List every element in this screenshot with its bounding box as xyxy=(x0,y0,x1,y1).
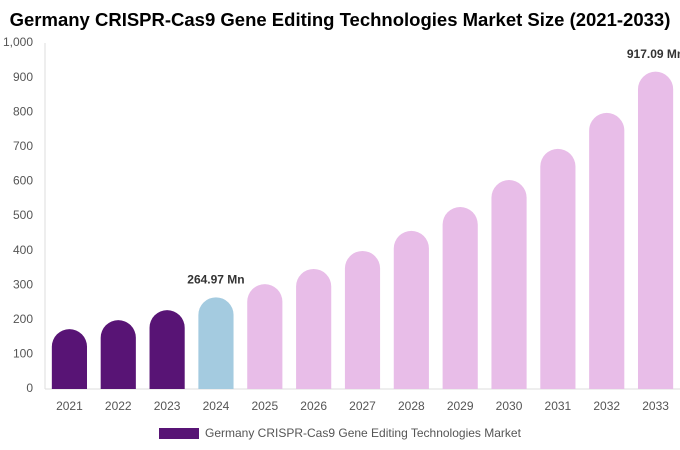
bar xyxy=(540,148,576,389)
x-tick-label: 2021 xyxy=(56,399,83,413)
x-tick-label: 2022 xyxy=(105,399,132,413)
bar xyxy=(247,284,283,389)
legend-swatch xyxy=(159,428,199,439)
bar xyxy=(149,310,185,389)
y-tick-label: 1,000 xyxy=(3,35,33,49)
y-tick-label: 400 xyxy=(13,243,33,257)
x-tick-label: 2029 xyxy=(447,399,474,413)
bar xyxy=(198,297,234,389)
bar xyxy=(442,207,478,389)
bar xyxy=(296,268,332,389)
x-tick-label: 2025 xyxy=(251,399,278,413)
y-tick-label: 300 xyxy=(13,277,33,291)
bar xyxy=(393,230,429,389)
bar xyxy=(637,71,674,389)
legend-label: Germany CRISPR-Cas9 Gene Editing Technol… xyxy=(205,426,522,440)
y-tick-label: 100 xyxy=(13,347,33,361)
x-tick-label: 2030 xyxy=(496,399,523,413)
bar xyxy=(51,329,88,389)
bar xyxy=(491,180,527,389)
x-tick-label: 2026 xyxy=(300,399,327,413)
y-tick-label: 700 xyxy=(13,139,33,153)
y-tick-label: 200 xyxy=(13,312,33,326)
y-tick-label: 500 xyxy=(13,208,33,222)
y-tick-label: 900 xyxy=(13,70,33,84)
bar xyxy=(100,320,136,389)
value-label: 917.09 Mn xyxy=(627,47,680,61)
x-tick-label: 2028 xyxy=(398,399,425,413)
x-tick-label: 2027 xyxy=(349,399,376,413)
x-tick-label: 2032 xyxy=(593,399,620,413)
y-tick-label: 600 xyxy=(13,174,33,188)
bar xyxy=(344,250,381,389)
x-tick-label: 2023 xyxy=(154,399,181,413)
x-tick-label: 2024 xyxy=(203,399,230,413)
y-tick-label: 800 xyxy=(13,104,33,118)
y-tick-label: 0 xyxy=(26,381,33,395)
bar xyxy=(589,112,625,390)
chart-title: Germany CRISPR-Cas9 Gene Editing Technol… xyxy=(10,9,671,30)
x-tick-label: 2033 xyxy=(642,399,669,413)
x-tick-label: 2031 xyxy=(545,399,572,413)
value-label: 264.97 Mn xyxy=(187,272,244,286)
